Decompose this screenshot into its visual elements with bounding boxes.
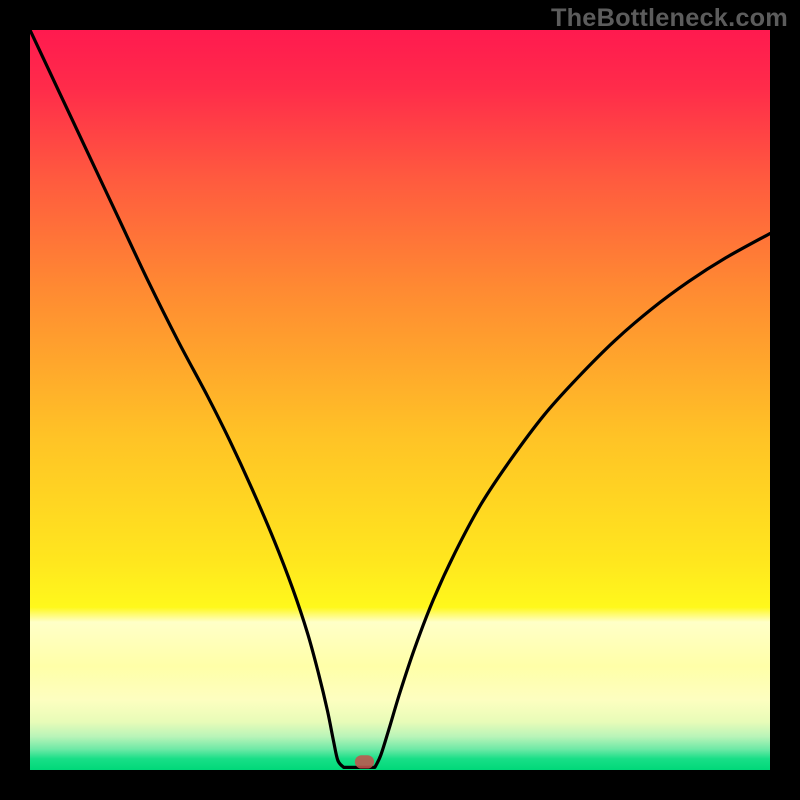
bottleneck-curve [30,30,770,770]
plot-area [30,30,770,770]
canvas-frame: TheBottleneck.com [0,0,800,800]
curve-line [30,30,770,767]
optimum-marker [355,755,374,768]
watermark-text: TheBottleneck.com [551,4,788,33]
